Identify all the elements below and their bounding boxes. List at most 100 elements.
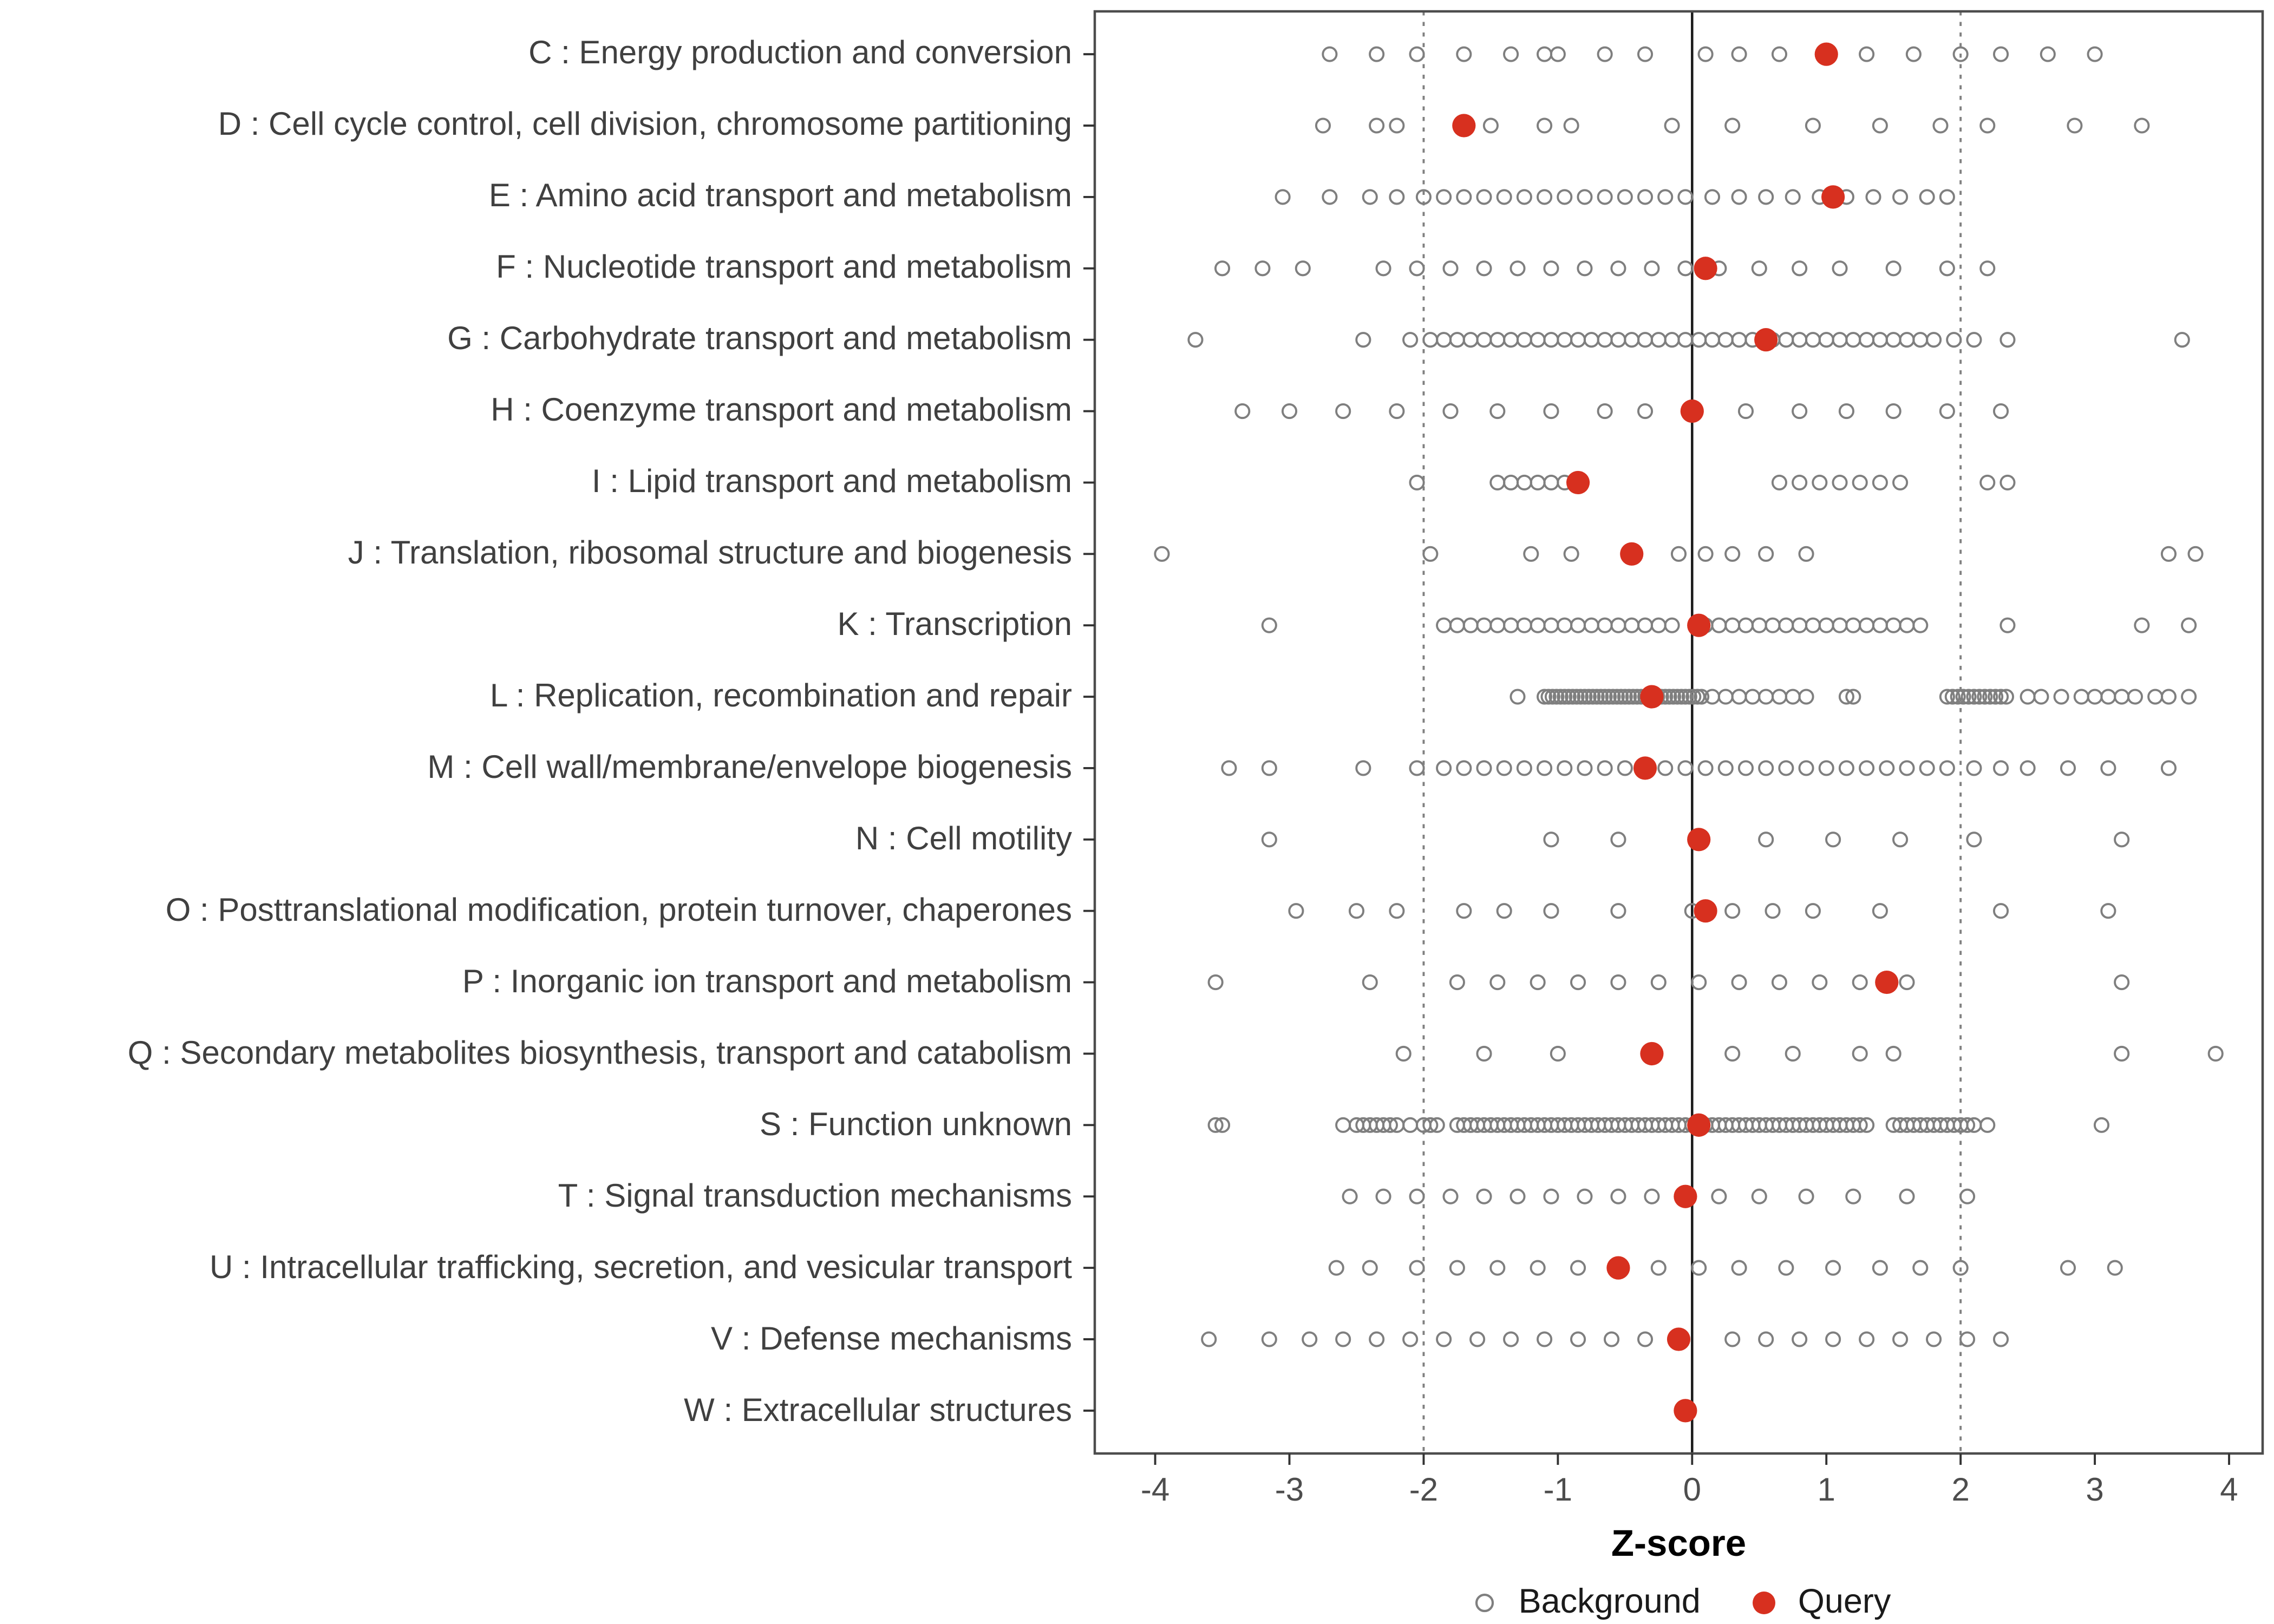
y-axis-label: H : Coenzyme transport and metabolism	[491, 393, 1072, 429]
background-point	[1751, 260, 1767, 277]
background-point	[1610, 974, 1626, 991]
background-point	[1832, 474, 1848, 490]
background-point	[1503, 474, 1519, 490]
background-point	[1691, 332, 1707, 348]
background-point	[1402, 1331, 1419, 1347]
background-point	[1335, 403, 1351, 420]
background-point	[1187, 332, 1204, 348]
background-point	[1785, 689, 1801, 705]
background-point	[1580, 689, 1597, 705]
background-point	[1389, 189, 1405, 205]
background-point	[1577, 260, 1593, 277]
background-point	[1610, 617, 1626, 633]
y-axis-label: C : Energy production and conversion	[528, 36, 1072, 73]
background-point	[1476, 1045, 1492, 1062]
background-point	[1737, 617, 1754, 633]
background-point	[1979, 117, 1996, 134]
x-tick-label: 0	[1683, 1473, 1701, 1509]
background-point	[1389, 403, 1405, 420]
background-point	[1389, 903, 1405, 919]
background-point	[1737, 760, 1754, 776]
background-point	[1704, 189, 1721, 205]
background-point	[1737, 403, 1754, 420]
background-point	[1601, 689, 1617, 705]
background-point	[1610, 260, 1626, 277]
background-point	[1805, 903, 1821, 919]
background-point	[1872, 1260, 1888, 1276]
background-point	[2100, 903, 2116, 919]
background-point	[1838, 760, 1854, 776]
background-point	[1449, 332, 1465, 348]
background-point	[2100, 689, 2116, 705]
background-point	[1510, 689, 1526, 705]
background-point	[1572, 689, 1589, 705]
background-point	[1442, 1188, 1459, 1204]
background-point	[1852, 474, 1868, 490]
background-point	[1422, 546, 1439, 562]
background-point	[1711, 617, 1727, 633]
background-point	[1818, 760, 1834, 776]
background-point	[1765, 903, 1781, 919]
background-point	[1717, 332, 1734, 348]
background-point	[1792, 474, 1808, 490]
background-point	[2100, 760, 2116, 776]
background-point	[2073, 689, 2089, 705]
background-point	[1409, 1188, 1425, 1204]
background-point	[1456, 189, 1472, 205]
x-tick-label: -3	[1275, 1473, 1304, 1509]
background-point	[1516, 189, 1532, 205]
background-point	[2053, 689, 2069, 705]
background-point	[2187, 546, 2204, 562]
background-point	[1664, 332, 1680, 348]
background-point	[1624, 332, 1640, 348]
background-point	[1613, 689, 1629, 705]
background-point	[1961, 689, 1977, 705]
background-point	[1409, 474, 1425, 490]
background-point	[1489, 974, 1506, 991]
background-point	[1154, 546, 1170, 562]
background-point	[1261, 1331, 1277, 1347]
background-point	[1892, 189, 1909, 205]
background-point	[1261, 760, 1277, 776]
background-point	[1348, 903, 1365, 919]
query-point	[1640, 685, 1664, 709]
background-point	[1751, 1188, 1767, 1204]
query-point	[1814, 42, 1838, 66]
background-point	[1677, 332, 1694, 348]
background-point	[1593, 689, 1609, 705]
background-point	[1744, 689, 1761, 705]
background-point	[1946, 332, 1962, 348]
background-point	[1476, 260, 1492, 277]
background-point	[1650, 974, 1667, 991]
background-point	[1530, 474, 1546, 490]
background-point	[1201, 1331, 1217, 1347]
background-point	[1919, 760, 1935, 776]
query-point	[1754, 328, 1778, 352]
background-point	[1650, 617, 1667, 633]
background-point	[1966, 831, 1982, 848]
background-point	[1798, 689, 1814, 705]
background-point	[1758, 189, 1774, 205]
panel-border	[1093, 10, 2264, 1455]
background-point	[1537, 117, 1553, 134]
background-point	[1489, 617, 1506, 633]
background-point	[1570, 1331, 1586, 1347]
background-point	[1959, 1188, 1976, 1204]
background-point	[1664, 617, 1680, 633]
background-point	[2040, 46, 2056, 62]
background-point	[1442, 260, 1459, 277]
background-point	[1731, 46, 1747, 62]
background-point	[2114, 689, 2130, 705]
background-point	[1872, 332, 1888, 348]
query-point	[1633, 756, 1657, 780]
x-axis-title: Z-score	[1611, 1522, 1747, 1564]
background-point	[1731, 332, 1747, 348]
background-point	[1852, 1045, 1868, 1062]
background-point	[1966, 332, 1982, 348]
background-point	[1369, 117, 1385, 134]
background-point	[1409, 260, 1425, 277]
background-point	[1234, 403, 1251, 420]
background-point	[1489, 1260, 1506, 1276]
background-point	[1565, 689, 1581, 705]
background-point	[2114, 831, 2130, 848]
